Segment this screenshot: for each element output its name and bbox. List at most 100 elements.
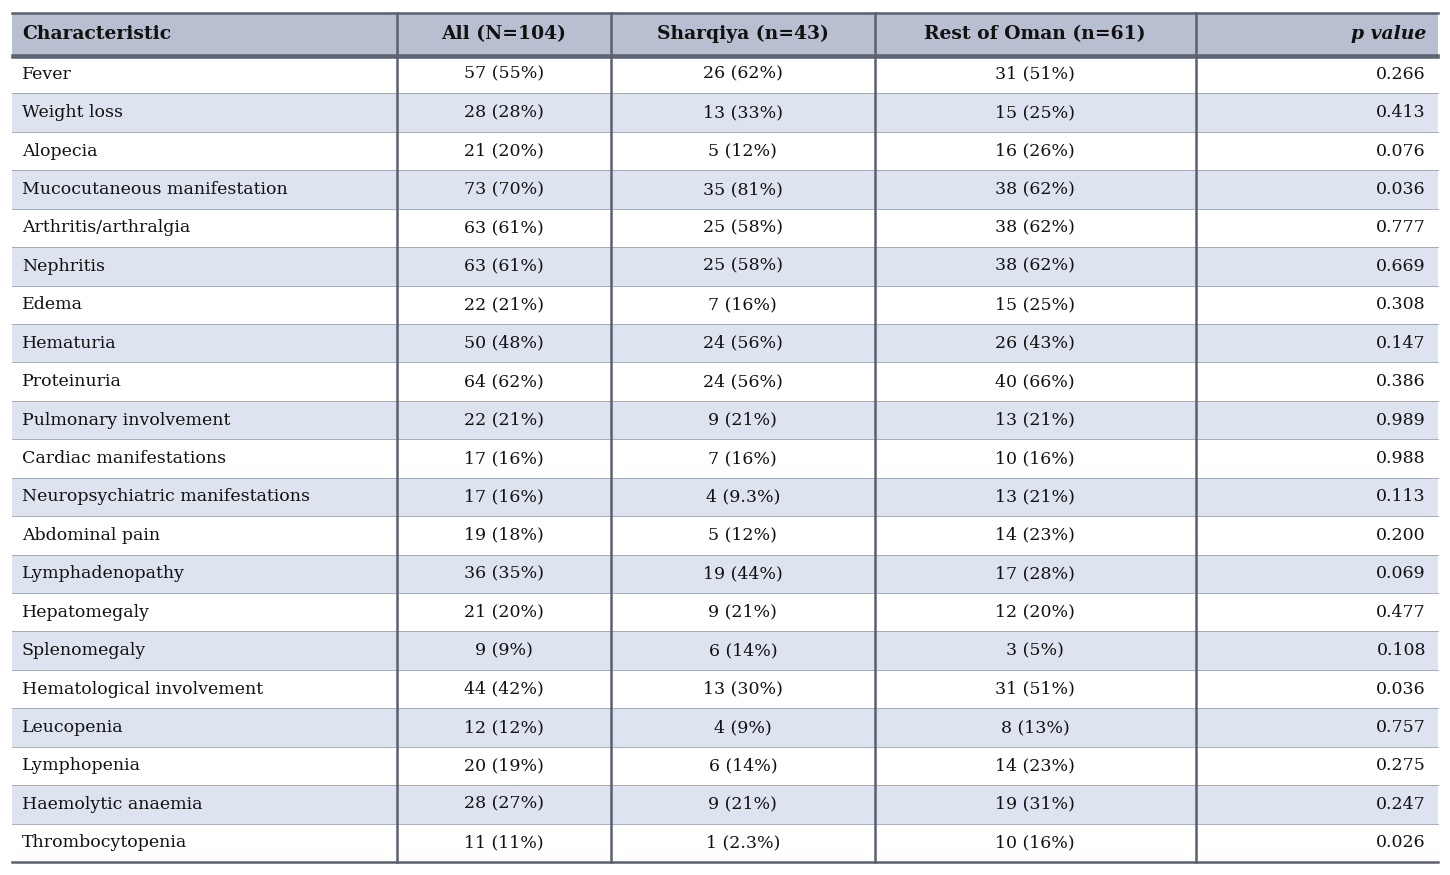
Bar: [610, 516, 874, 555]
Bar: [874, 593, 1196, 632]
Bar: [1196, 247, 1438, 285]
Text: 0.069: 0.069: [1376, 565, 1425, 582]
Text: 38 (62%): 38 (62%): [995, 181, 1074, 198]
Bar: [1196, 324, 1438, 362]
Text: 35 (81%): 35 (81%): [703, 181, 783, 198]
Text: 9 (21%): 9 (21%): [709, 796, 777, 813]
Text: Nephritis: Nephritis: [22, 258, 104, 275]
Text: Lymphadenopathy: Lymphadenopathy: [22, 565, 186, 582]
Bar: [12, 401, 397, 439]
Bar: [12, 670, 397, 708]
Bar: [1196, 632, 1438, 670]
Text: 4 (9.3%): 4 (9.3%): [706, 488, 780, 506]
Text: Pulmonary involvement: Pulmonary involvement: [22, 411, 231, 429]
Bar: [12, 13, 397, 55]
Bar: [397, 593, 610, 632]
Bar: [874, 478, 1196, 516]
Bar: [1196, 478, 1438, 516]
Text: 4 (9%): 4 (9%): [713, 719, 771, 736]
Bar: [1196, 171, 1438, 209]
Text: p value: p value: [1351, 25, 1425, 43]
Text: 13 (30%): 13 (30%): [703, 681, 783, 697]
Bar: [12, 708, 397, 746]
Bar: [12, 439, 397, 478]
Bar: [610, 439, 874, 478]
Bar: [12, 94, 397, 132]
Bar: [1196, 593, 1438, 632]
Text: Haemolytic anaemia: Haemolytic anaemia: [22, 796, 203, 813]
Bar: [397, 13, 610, 55]
Bar: [610, 708, 874, 746]
Bar: [874, 401, 1196, 439]
Bar: [397, 708, 610, 746]
Text: 10 (16%): 10 (16%): [995, 450, 1074, 467]
Bar: [874, 171, 1196, 209]
Text: 0.988: 0.988: [1376, 450, 1425, 467]
Bar: [610, 132, 874, 171]
Bar: [397, 132, 610, 171]
Bar: [610, 746, 874, 785]
Bar: [874, 285, 1196, 324]
Bar: [610, 94, 874, 132]
Text: 10 (16%): 10 (16%): [995, 834, 1074, 851]
Text: 0.026: 0.026: [1376, 834, 1425, 851]
Bar: [1196, 362, 1438, 401]
Text: 0.113: 0.113: [1376, 488, 1425, 506]
Bar: [874, 632, 1196, 670]
Text: 44 (42%): 44 (42%): [464, 681, 544, 697]
Text: 63 (61%): 63 (61%): [464, 220, 544, 236]
Text: 0.200: 0.200: [1376, 527, 1425, 544]
Bar: [397, 670, 610, 708]
Bar: [610, 247, 874, 285]
Text: 20 (19%): 20 (19%): [464, 758, 544, 774]
Text: 5 (12%): 5 (12%): [709, 143, 777, 159]
Text: Proteinuria: Proteinuria: [22, 373, 122, 390]
Bar: [610, 632, 874, 670]
Text: All (N=104): All (N=104): [442, 25, 567, 43]
Text: 0.247: 0.247: [1376, 796, 1425, 813]
Text: 13 (21%): 13 (21%): [995, 488, 1074, 506]
Bar: [610, 13, 874, 55]
Bar: [1196, 785, 1438, 823]
Bar: [397, 362, 610, 401]
Bar: [397, 209, 610, 247]
Text: 15 (25%): 15 (25%): [995, 104, 1074, 121]
Bar: [1196, 55, 1438, 94]
Text: 12 (20%): 12 (20%): [995, 604, 1074, 620]
Bar: [397, 247, 610, 285]
Bar: [12, 247, 397, 285]
Text: 0.036: 0.036: [1376, 681, 1425, 697]
Text: 22 (21%): 22 (21%): [464, 297, 544, 313]
Bar: [12, 55, 397, 94]
Text: Characteristic: Characteristic: [22, 25, 171, 43]
Bar: [610, 324, 874, 362]
Bar: [12, 593, 397, 632]
Bar: [1196, 746, 1438, 785]
Bar: [12, 324, 397, 362]
Text: 0.477: 0.477: [1376, 604, 1425, 620]
Text: 11 (11%): 11 (11%): [464, 834, 544, 851]
Text: 25 (58%): 25 (58%): [703, 258, 783, 275]
Bar: [610, 171, 874, 209]
Text: 17 (28%): 17 (28%): [995, 565, 1074, 582]
Bar: [874, 55, 1196, 94]
Bar: [12, 209, 397, 247]
Bar: [397, 516, 610, 555]
Bar: [1196, 13, 1438, 55]
Text: 28 (27%): 28 (27%): [464, 796, 544, 813]
Bar: [610, 670, 874, 708]
Bar: [1196, 708, 1438, 746]
Text: 0.147: 0.147: [1376, 335, 1425, 352]
Bar: [610, 285, 874, 324]
Bar: [1196, 209, 1438, 247]
Text: 24 (56%): 24 (56%): [703, 373, 783, 390]
Bar: [874, 823, 1196, 862]
Bar: [874, 324, 1196, 362]
Text: Neuropsychiatric manifestations: Neuropsychiatric manifestations: [22, 488, 310, 506]
Text: 26 (62%): 26 (62%): [703, 66, 783, 83]
Bar: [874, 746, 1196, 785]
Bar: [610, 401, 874, 439]
Bar: [397, 439, 610, 478]
Bar: [12, 746, 397, 785]
Bar: [1196, 670, 1438, 708]
